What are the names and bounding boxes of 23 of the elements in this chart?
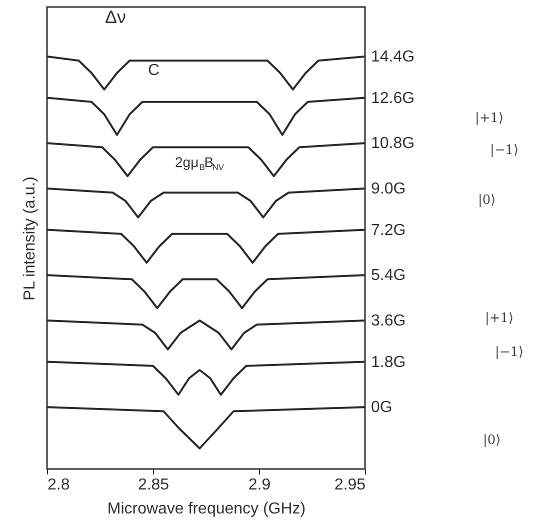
series-label: 5.4G (371, 267, 406, 284)
text: |+1⟩ (485, 311, 514, 326)
text: |+1⟩ (475, 111, 504, 126)
series-label: 3.6G (371, 312, 406, 330)
text: |0⟩ (478, 193, 496, 208)
x-tick-label: 2.85 (138, 476, 170, 494)
text: Δν (105, 7, 126, 27)
text: |0⟩ (483, 433, 501, 448)
series-label: 0G (371, 399, 392, 416)
series-label: 1.8G (371, 354, 406, 371)
series-label: 10.8G (371, 135, 415, 152)
series-label: 7.2G (371, 222, 406, 239)
y-axis-title: PL intensity (a.u.) (22, 176, 38, 300)
x-tick-label: 2.9 (248, 476, 271, 494)
annotation: C (148, 62, 160, 79)
text: |−1⟩ (495, 345, 524, 360)
series-label: 12.6G (371, 90, 415, 107)
x-tick-label: 2.95 (334, 476, 366, 494)
series-label: 14.4G (371, 48, 415, 66)
x-axis-title: Microwave frequency (GHz) (107, 500, 306, 518)
text: |−1⟩ (490, 143, 519, 158)
series-label: 9.0G (371, 180, 406, 198)
x-tick-label: 2.8 (48, 476, 70, 494)
